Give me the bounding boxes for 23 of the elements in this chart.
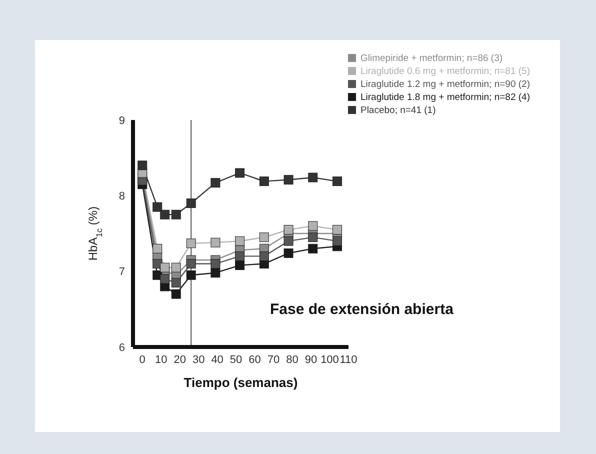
x-tick-label: 40: [211, 354, 224, 366]
y-tick-label: 8: [118, 190, 125, 203]
x-tick-label: 90: [304, 354, 318, 366]
y-tick-label: 6: [118, 342, 125, 354]
x-tick-label: 20: [174, 354, 186, 366]
legend-label: Liraglutide 1.8 mg + metformin; n=82 (4): [360, 92, 530, 103]
x-tick-label: 110: [340, 354, 358, 366]
legend-label: Liraglutide 1.2 mg + metformin; n=90 (2): [360, 79, 530, 90]
x-tick-label: 80: [286, 354, 298, 366]
y-tick-label: 9: [118, 114, 125, 127]
x-tick-label: 30: [192, 354, 205, 366]
x-tick-label: 0: [139, 354, 146, 366]
x-tick-label: 50: [230, 354, 242, 366]
x-axis-title: Tiempo (semanas): [184, 375, 298, 390]
legend-label: Liraglutide 0.6 mg + metformin; n=81 (5): [360, 66, 530, 77]
annotation: Fase de extensión abierta: [270, 301, 454, 318]
x-tick-label: 100: [320, 354, 339, 366]
legend-label: Glimepiride + metformin; n=86 (3): [360, 53, 503, 64]
y-tick-label: 7: [118, 266, 125, 278]
x-tick-label: 70: [267, 354, 280, 366]
legend-label: Placebo; n=41 (1): [360, 105, 436, 116]
x-tick-label: 10: [154, 354, 168, 366]
x-tick-label: 60: [248, 354, 261, 366]
